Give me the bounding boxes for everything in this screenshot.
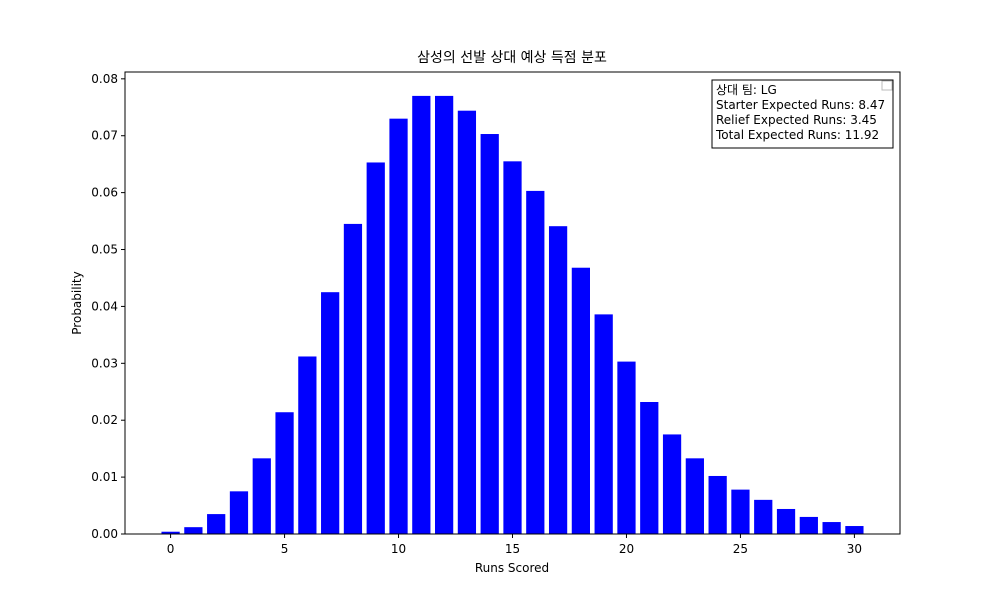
bar-2 [207, 514, 226, 534]
y-tick-label: 0.01 [91, 470, 118, 484]
x-tick-label: 25 [733, 542, 748, 556]
bar-10 [389, 118, 408, 534]
x-tick-label: 5 [281, 542, 289, 556]
bar-16 [526, 190, 545, 534]
bar-17 [548, 226, 568, 534]
y-tick-label: 0.05 [91, 243, 118, 257]
bar-30 [845, 526, 864, 534]
x-tick-label: 0 [167, 542, 175, 556]
bar-9 [366, 162, 385, 534]
bar-25 [731, 489, 750, 534]
bar-26 [754, 499, 773, 534]
y-tick-label: 0.00 [91, 527, 118, 541]
bar-14 [480, 134, 499, 534]
bar-4 [252, 458, 271, 534]
bar-23 [685, 458, 704, 534]
bar-0 [161, 531, 180, 534]
y-tick-label: 0.08 [91, 72, 118, 86]
bar-3 [229, 491, 249, 534]
y-tick-label: 0.02 [91, 413, 118, 427]
y-axis-label: Probability [70, 271, 84, 334]
bar-12 [435, 95, 454, 535]
bar-27 [776, 508, 796, 534]
info-line-relief: Relief Expected Runs: 3.45 [716, 113, 877, 127]
bar-1 [184, 527, 203, 534]
x-tick-label: 15 [505, 542, 520, 556]
y-tick-label: 0.07 [91, 129, 118, 143]
x-tick-label: 20 [619, 542, 634, 556]
bar-5 [275, 412, 294, 534]
bar-8 [343, 223, 363, 534]
bar-11 [412, 95, 431, 535]
y-tick-label: 0.03 [91, 356, 118, 370]
bar-22 [662, 434, 682, 534]
legend-handle [881, 80, 893, 91]
bar-13 [457, 110, 477, 534]
y-tick-label: 0.06 [91, 186, 118, 200]
x-axis-ticks: 0 5 10 15 20 25 30 [167, 534, 862, 556]
info-box: 상대 팀: LG Starter Expected Runs: 8.47 Rel… [711, 79, 894, 149]
x-axis-label: Runs Scored [475, 561, 549, 575]
bar-21 [640, 402, 659, 534]
y-tick-label: 0.04 [91, 299, 118, 313]
y-axis-ticks: 0.00 0.01 0.02 0.03 0.04 0.05 0.06 0.07 0.08 [91, 72, 125, 541]
bar-18 [571, 267, 590, 534]
info-line-total: Total Expected Runs: 11.92 [715, 128, 879, 142]
bar-20 [617, 361, 636, 534]
x-tick-label: 30 [847, 542, 862, 556]
x-tick-label: 10 [391, 542, 406, 556]
info-line-team: 상대 팀: LG [716, 83, 777, 97]
bar-19 [594, 314, 613, 534]
bar-group [161, 95, 864, 535]
bar-15 [503, 161, 522, 534]
bar-6 [298, 356, 317, 534]
bar-24 [708, 475, 727, 534]
bar-28 [799, 516, 818, 534]
chart-title: 삼성의 선발 상대 예상 득점 분포 [417, 50, 607, 66]
info-box-frame [711, 79, 894, 149]
bar-7 [321, 292, 340, 534]
bar-29 [822, 522, 841, 534]
info-line-starter: Starter Expected Runs: 8.47 [716, 98, 885, 112]
